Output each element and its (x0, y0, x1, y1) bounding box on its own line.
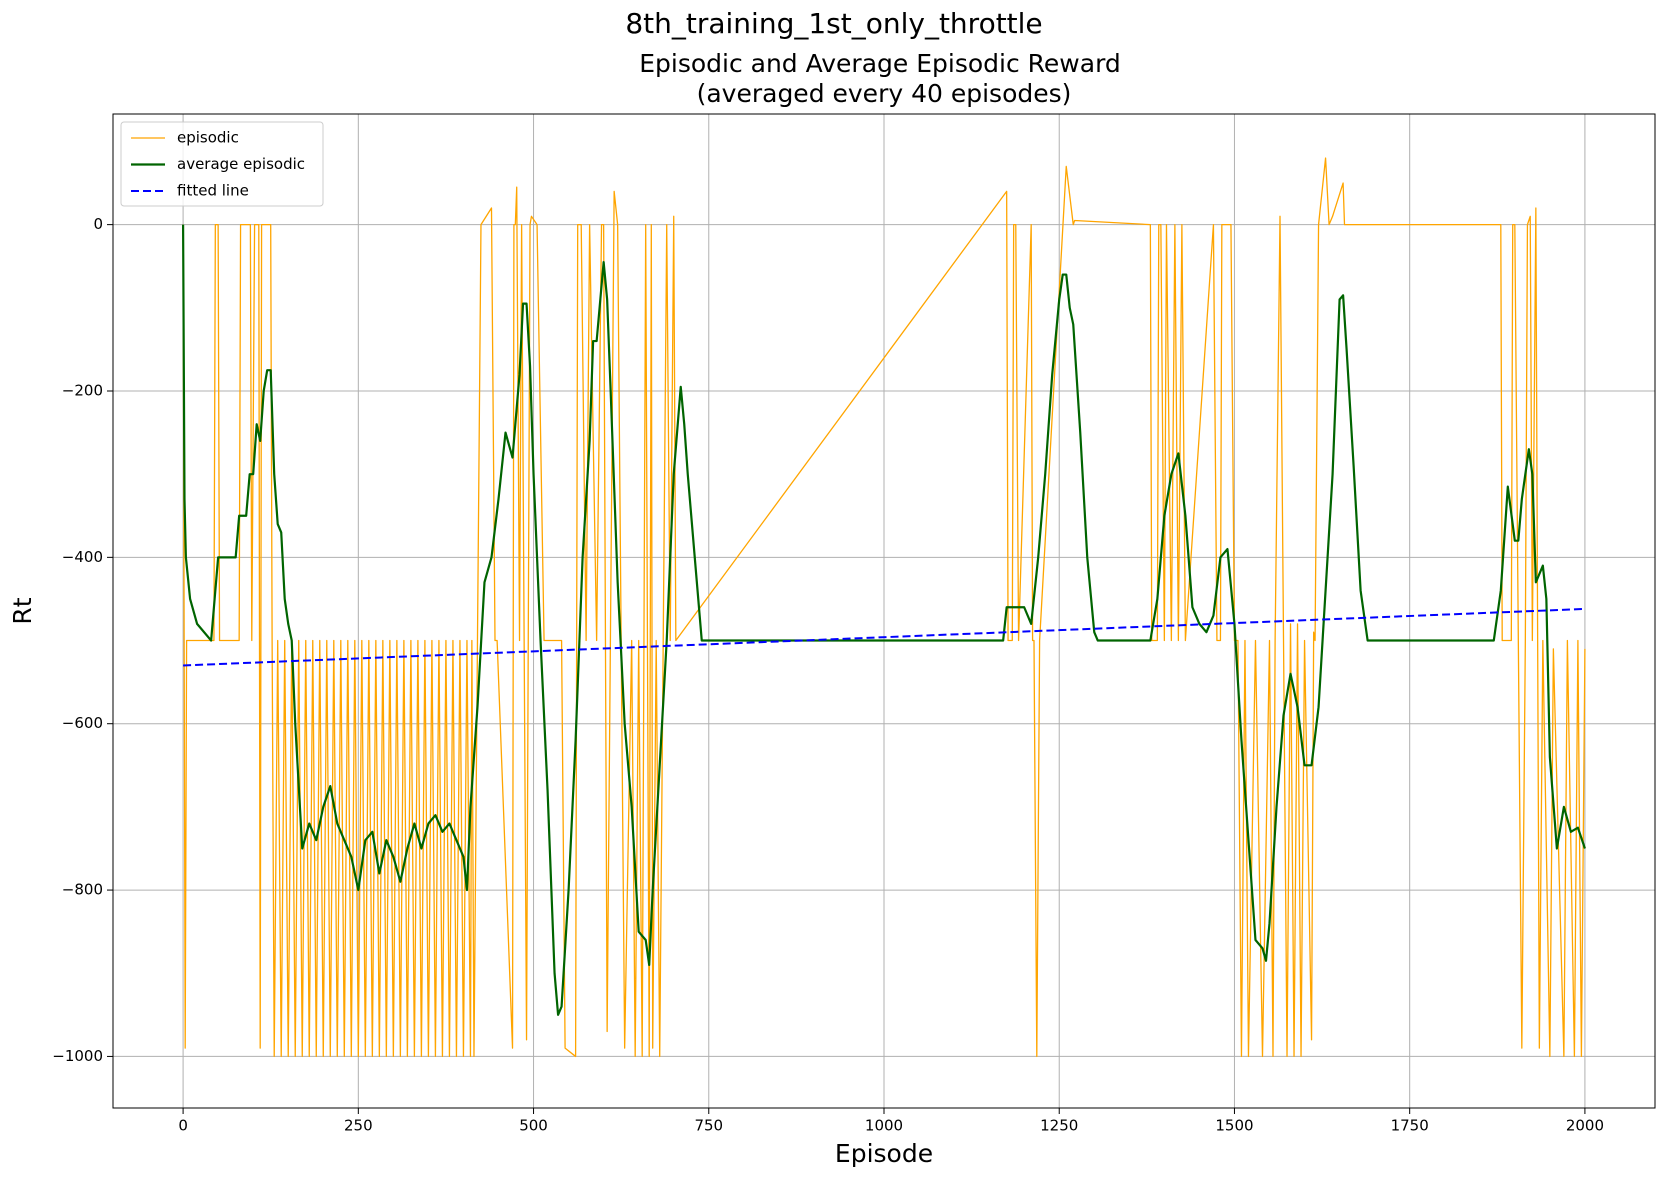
chart-title: Episodic and Average Episodic Reward (639, 49, 1121, 78)
x-tick-label: 0 (178, 1117, 188, 1135)
series-line (181, 224, 1586, 1016)
x-tick-label: 750 (694, 1117, 723, 1135)
y-tick-label: −200 (62, 381, 103, 399)
legend-label: episodic (177, 129, 239, 147)
y-tick-label: −400 (62, 548, 103, 566)
series-line (182, 157, 1586, 1058)
x-tick-label: 1000 (865, 1117, 903, 1135)
series-line (183, 607, 1585, 667)
chart-title: (averaged every 40 episodes) (697, 79, 1072, 108)
x-tick-label: 2000 (1566, 1117, 1604, 1135)
y-tick-label: −800 (62, 881, 103, 899)
x-tick-label: 1750 (1391, 1117, 1429, 1135)
y-tick-label: −600 (62, 714, 103, 732)
legend-label: average episodic (177, 155, 305, 173)
x-tick-label: 250 (344, 1117, 373, 1135)
legend-box (120, 121, 324, 207)
legend-label: fitted line (177, 182, 249, 200)
suptitle: 8th_training_1st_only_throttle (625, 7, 1042, 40)
x-tick-label: 500 (519, 1117, 548, 1135)
y-tick-label: −1000 (52, 1047, 103, 1065)
y-axis-label: Rt (8, 597, 37, 624)
x-tick-label: 1250 (1040, 1117, 1078, 1135)
x-tick-label: 1500 (1215, 1117, 1253, 1135)
y-tick-label: 0 (93, 215, 103, 233)
x-axis-label: Episode (835, 1139, 933, 1168)
plot-frame (112, 113, 1656, 1109)
